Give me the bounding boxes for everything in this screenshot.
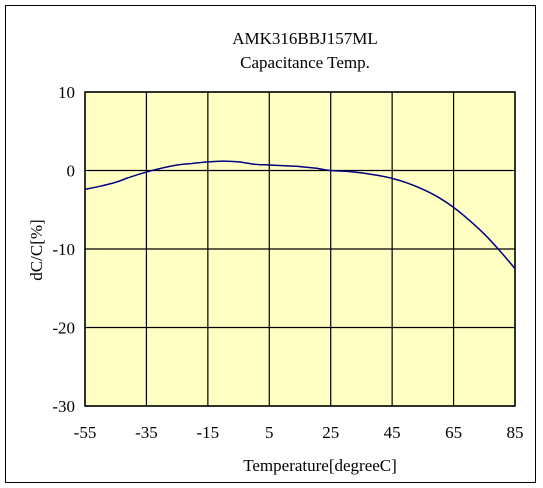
y-tick-label: -10 xyxy=(52,240,75,259)
x-tick-label: -35 xyxy=(135,423,158,442)
x-tick-label: 5 xyxy=(265,423,274,442)
x-tick-label: -55 xyxy=(74,423,97,442)
x-axis-ticks: -55 -35 -15 5 25 45 65 85 xyxy=(74,423,524,442)
chart-title: AMK316BBJ157ML xyxy=(232,29,377,48)
y-tick-label: -20 xyxy=(52,319,75,338)
plot-border xyxy=(84,91,516,407)
y-tick-label: 10 xyxy=(58,83,75,102)
x-tick-label: 45 xyxy=(384,423,401,442)
x-tick-label: 25 xyxy=(322,423,339,442)
chart-subtitle: Capacitance Temp. xyxy=(240,53,370,72)
x-tick-label: 85 xyxy=(507,423,524,442)
plot-area xyxy=(84,91,516,407)
series-line xyxy=(84,160,516,270)
y-tick-label: -30 xyxy=(52,397,75,416)
y-tick-label: 0 xyxy=(67,162,76,181)
y-axis-ticks: 10 0 -10 -20 -30 xyxy=(52,83,75,416)
x-axis-label: Temperature[degreeC] xyxy=(243,456,397,475)
x-tick-label: -15 xyxy=(197,423,220,442)
y-axis-label: dC/C[%] xyxy=(27,219,46,280)
x-tick-label: 65 xyxy=(445,423,462,442)
